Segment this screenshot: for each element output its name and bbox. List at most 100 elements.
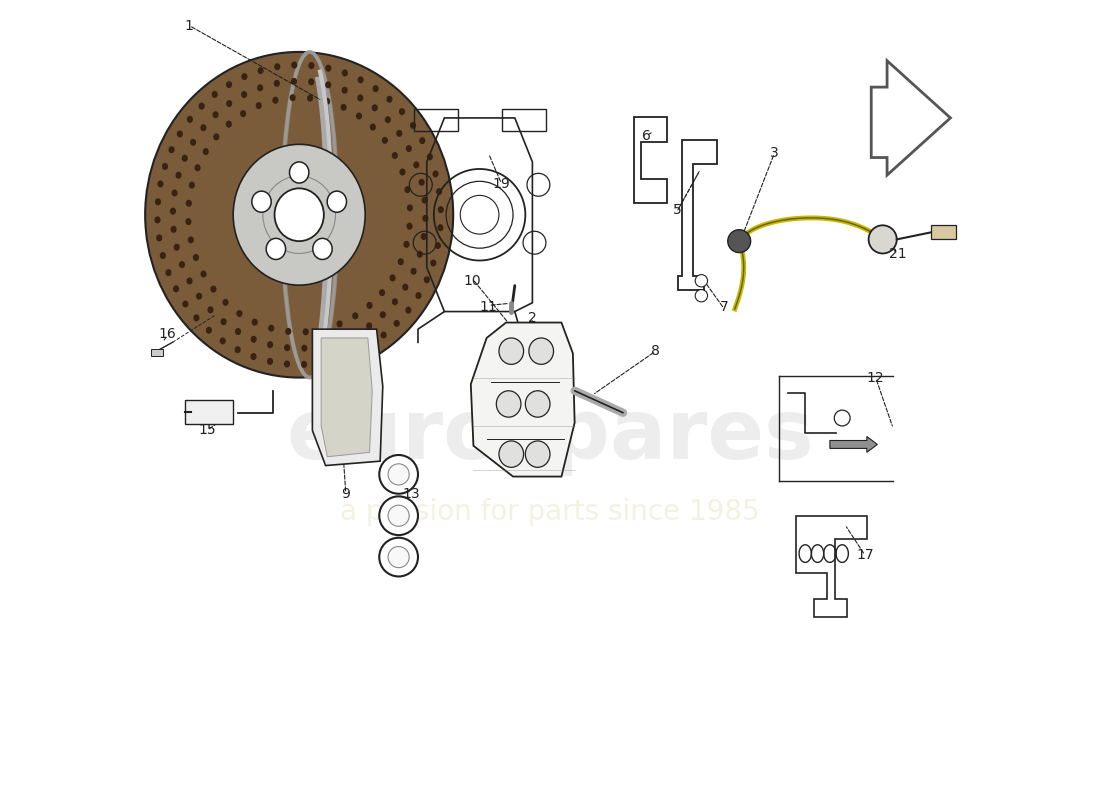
Ellipse shape (496, 390, 521, 417)
Ellipse shape (394, 320, 399, 327)
Ellipse shape (194, 314, 199, 322)
Bar (152, 350, 163, 355)
Ellipse shape (436, 188, 442, 195)
Ellipse shape (220, 338, 225, 344)
Ellipse shape (274, 80, 279, 87)
Ellipse shape (327, 191, 346, 212)
Text: 15: 15 (198, 423, 216, 438)
Text: 3: 3 (770, 146, 779, 160)
Ellipse shape (170, 226, 177, 233)
Circle shape (388, 546, 409, 568)
Ellipse shape (407, 204, 412, 211)
Bar (185, 399, 233, 424)
Text: 13: 13 (403, 486, 420, 501)
Ellipse shape (432, 170, 439, 178)
Text: 10: 10 (464, 274, 482, 288)
Ellipse shape (222, 299, 229, 306)
Ellipse shape (326, 82, 331, 88)
Ellipse shape (351, 350, 358, 357)
Bar (502, 109, 546, 131)
Text: 9: 9 (341, 486, 350, 501)
Ellipse shape (176, 172, 182, 178)
Text: 7: 7 (719, 300, 728, 314)
Polygon shape (321, 338, 372, 457)
Ellipse shape (396, 130, 403, 137)
Ellipse shape (182, 154, 188, 162)
Ellipse shape (169, 207, 176, 214)
Ellipse shape (186, 218, 191, 225)
Text: 16: 16 (158, 326, 176, 341)
Ellipse shape (406, 145, 411, 152)
Ellipse shape (179, 261, 185, 268)
Ellipse shape (202, 148, 209, 155)
Ellipse shape (301, 361, 307, 368)
Circle shape (379, 496, 418, 535)
Circle shape (379, 455, 418, 494)
Ellipse shape (160, 252, 166, 259)
Polygon shape (471, 322, 574, 477)
Ellipse shape (337, 320, 343, 327)
Ellipse shape (399, 108, 405, 115)
Ellipse shape (427, 154, 433, 160)
Ellipse shape (392, 152, 398, 159)
Ellipse shape (200, 270, 207, 278)
Ellipse shape (398, 258, 404, 266)
Ellipse shape (284, 344, 290, 351)
Ellipse shape (326, 65, 331, 72)
Circle shape (869, 226, 896, 254)
Ellipse shape (206, 326, 212, 334)
Ellipse shape (274, 63, 280, 70)
Text: 17: 17 (856, 548, 873, 562)
Ellipse shape (424, 276, 430, 283)
Ellipse shape (241, 73, 248, 80)
Ellipse shape (529, 338, 553, 364)
Circle shape (728, 230, 750, 253)
Text: 1: 1 (185, 18, 194, 33)
Ellipse shape (186, 200, 191, 206)
Ellipse shape (379, 311, 386, 318)
Ellipse shape (308, 78, 315, 86)
Ellipse shape (386, 96, 393, 102)
Ellipse shape (320, 326, 326, 333)
Ellipse shape (372, 104, 378, 111)
Ellipse shape (341, 104, 346, 111)
Polygon shape (312, 329, 383, 466)
Ellipse shape (499, 338, 524, 364)
FancyArrow shape (829, 437, 878, 452)
Ellipse shape (430, 259, 437, 266)
Ellipse shape (267, 358, 273, 365)
Ellipse shape (165, 269, 172, 276)
Ellipse shape (208, 306, 213, 314)
Ellipse shape (342, 70, 348, 77)
Text: 6: 6 (642, 129, 651, 142)
Ellipse shape (382, 137, 388, 144)
Ellipse shape (410, 122, 416, 129)
Ellipse shape (252, 318, 257, 326)
Ellipse shape (220, 318, 227, 326)
Ellipse shape (154, 216, 161, 223)
Text: 21: 21 (889, 247, 906, 262)
Ellipse shape (289, 94, 296, 102)
Ellipse shape (301, 345, 307, 352)
Ellipse shape (145, 52, 453, 378)
Ellipse shape (438, 206, 444, 213)
Text: eurospares: eurospares (286, 395, 814, 477)
Ellipse shape (187, 116, 192, 123)
Ellipse shape (212, 111, 219, 118)
Ellipse shape (266, 238, 286, 259)
Ellipse shape (284, 361, 290, 367)
Ellipse shape (236, 310, 242, 317)
Ellipse shape (268, 325, 274, 332)
Ellipse shape (421, 197, 428, 204)
Ellipse shape (352, 312, 359, 319)
Text: 19: 19 (493, 177, 510, 191)
Ellipse shape (251, 336, 256, 343)
Ellipse shape (285, 328, 292, 335)
Ellipse shape (381, 331, 387, 338)
Ellipse shape (499, 441, 524, 467)
Ellipse shape (162, 163, 168, 170)
Ellipse shape (370, 123, 376, 130)
Ellipse shape (190, 138, 196, 146)
Ellipse shape (226, 121, 232, 128)
Ellipse shape (526, 390, 550, 417)
